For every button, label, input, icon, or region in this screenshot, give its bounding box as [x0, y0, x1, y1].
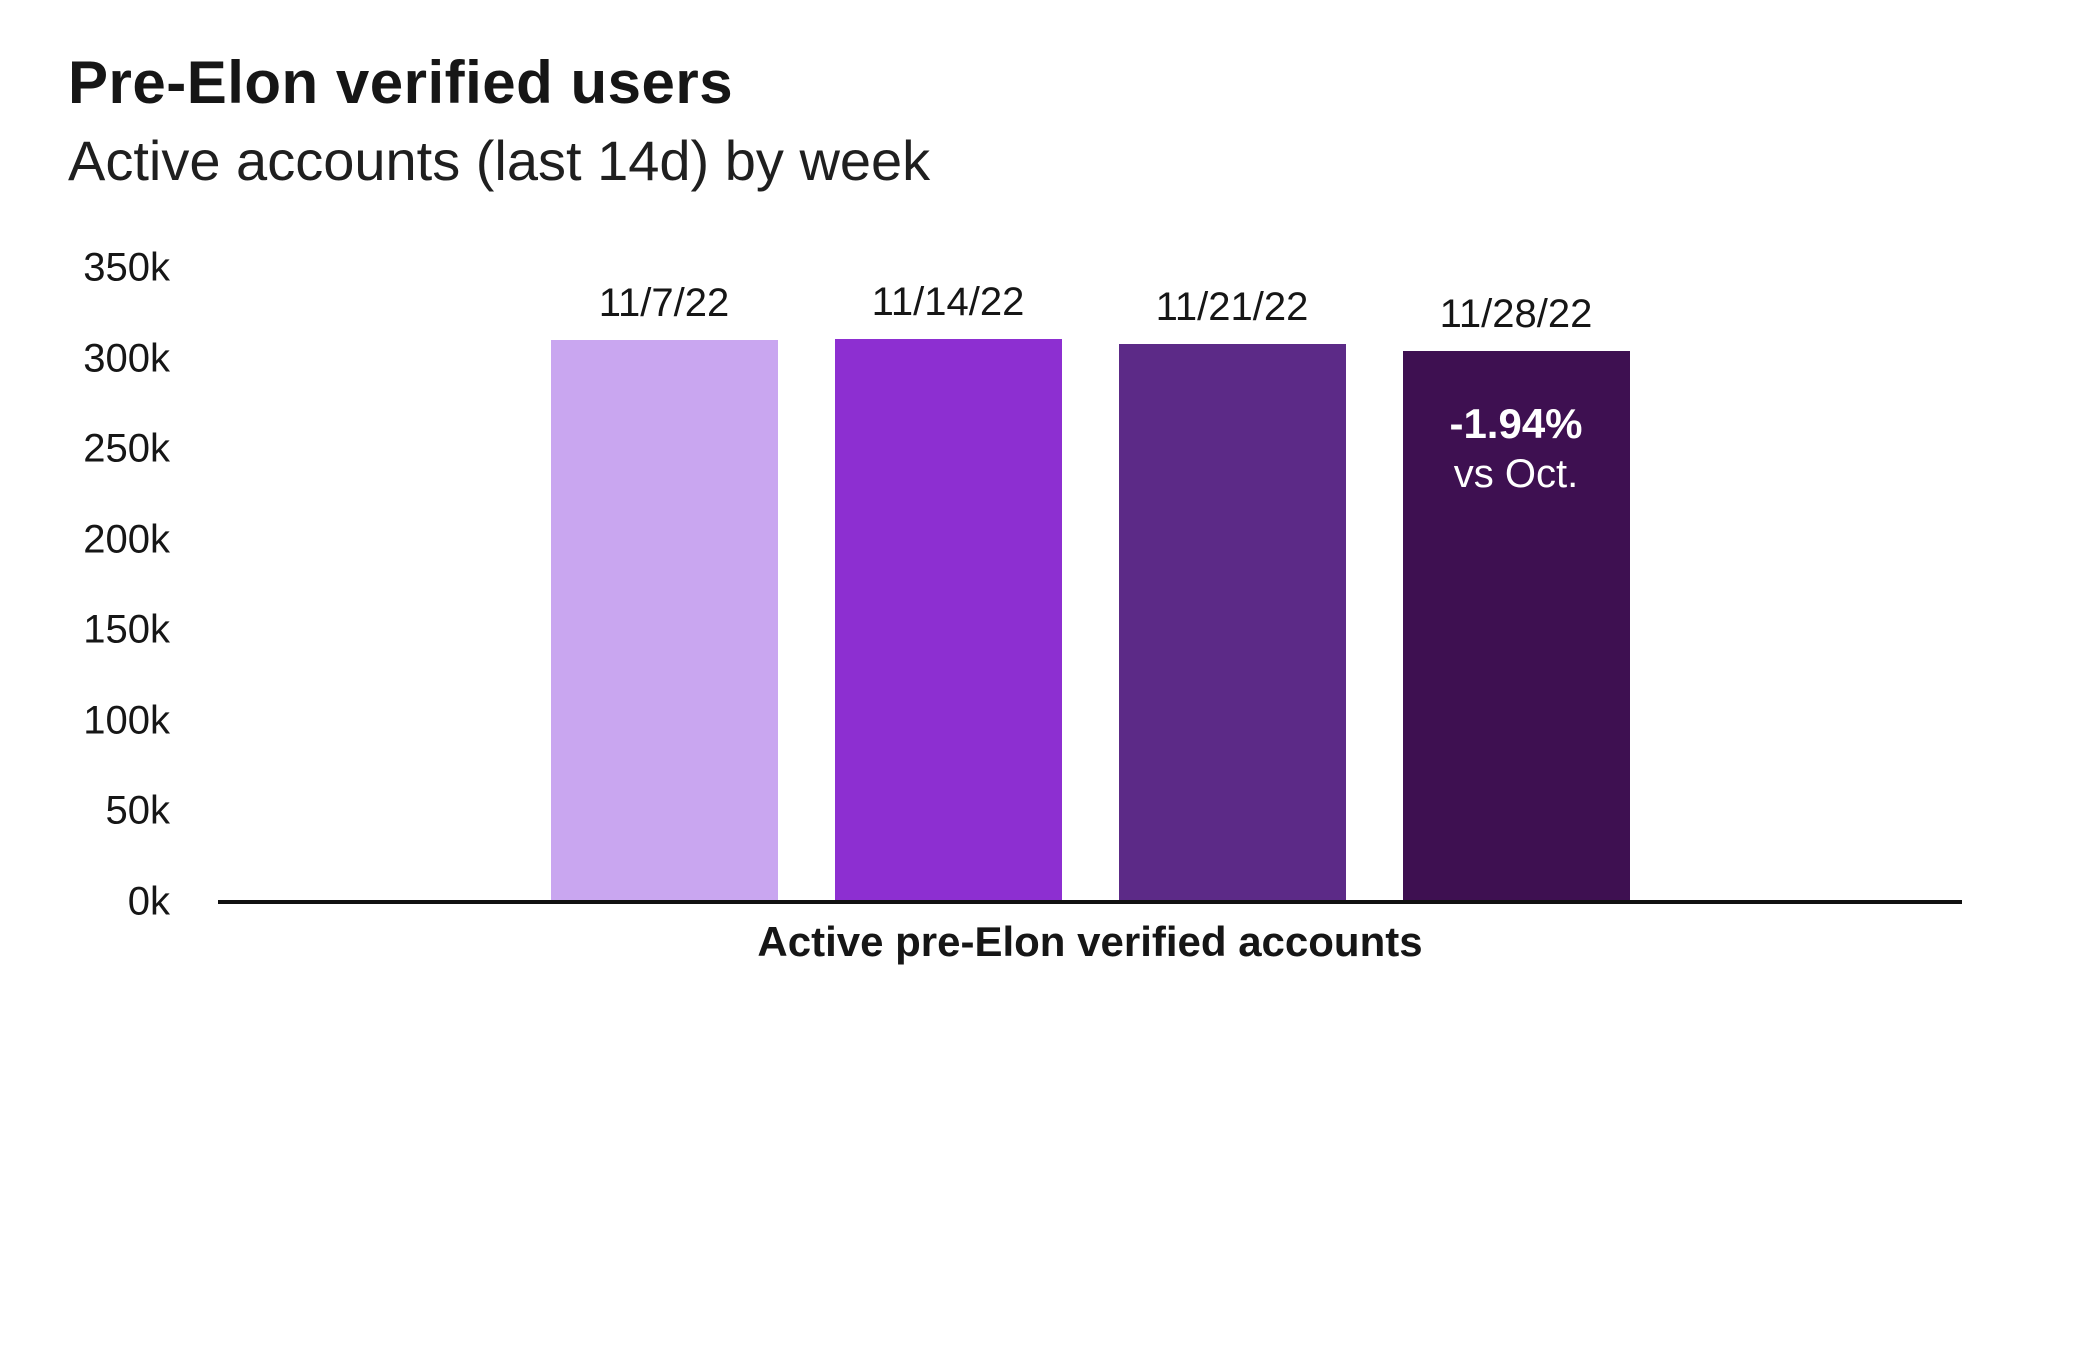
y-tick-label: 150k: [83, 607, 170, 652]
chart-title: Pre-Elon verified users: [68, 49, 734, 116]
chart-subtitle: Active accounts (last 14d) by week: [68, 129, 931, 192]
y-tick-label: 350k: [83, 245, 170, 290]
annotation-comparison: vs Oct.: [1453, 451, 1579, 496]
y-axis: 0k 50k 100k 150k 200k 250k 300k 350k: [0, 0, 180, 1351]
bar-date-label: 11/14/22: [871, 279, 1025, 324]
bar: [1118, 344, 1346, 902]
bar: [834, 338, 1062, 902]
bar: [550, 340, 778, 902]
bar-date-label: 11/7/22: [598, 281, 730, 326]
bar-annotation: -1.94% vs Oct.: [1449, 399, 1582, 497]
bar-group: 11/21/22: [1118, 268, 1346, 902]
y-tick-label: 300k: [83, 336, 170, 381]
y-tick-label: 0k: [127, 879, 170, 924]
y-tick-label: 100k: [83, 698, 170, 743]
bar-date-label: 11/21/22: [1155, 285, 1309, 330]
y-tick-label: 250k: [83, 426, 170, 471]
annotation-delta: -1.94%: [1449, 400, 1583, 448]
bar-group: 11/28/22 -1.94% vs Oct.: [1402, 268, 1630, 902]
bars: 11/7/22 11/14/22 11/21/22 11/28/22 -1.94% vs …: [218, 268, 1962, 902]
bar-group: 11/7/22: [550, 268, 778, 902]
x-axis-line: [218, 900, 1962, 904]
y-tick-label: 50k: [105, 788, 171, 833]
bar: -1.94% vs Oct.: [1402, 351, 1630, 902]
x-axis-caption: Active pre-Elon verified accounts: [757, 918, 1423, 965]
bar-date-label: 11/28/22: [1439, 292, 1593, 337]
bar-group: 11/14/22: [834, 268, 1062, 902]
y-tick-label: 200k: [83, 517, 170, 562]
